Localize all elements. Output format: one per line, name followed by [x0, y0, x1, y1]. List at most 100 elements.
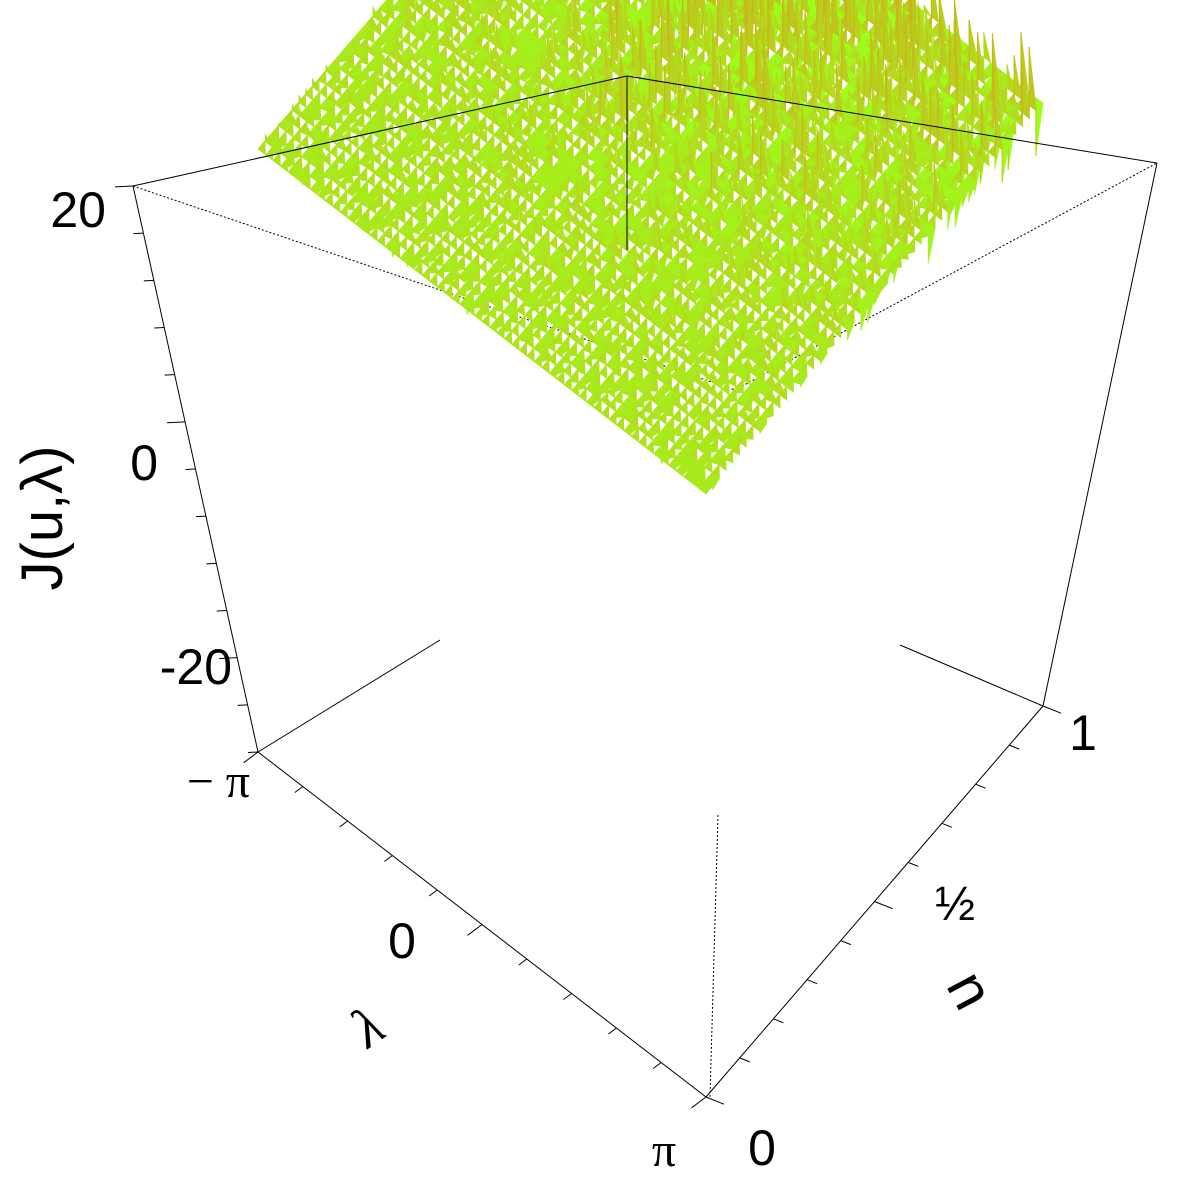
- z-axis-tick: [143, 279, 154, 282]
- lambda-axis-tick: [243, 751, 259, 764]
- u-axis-tick: [908, 861, 919, 867]
- z-tick-label-mid: 0: [130, 435, 158, 491]
- surface-patch: [615, 413, 631, 432]
- lambda-tick-label-min: − π: [187, 755, 250, 808]
- z-tick-label-bottom: -20: [160, 639, 232, 695]
- u-axis-tick: [705, 1096, 725, 1105]
- surface-patch: [548, 364, 564, 380]
- box-edge-bottom-left-back: [257, 639, 441, 753]
- surface-patch: [466, 301, 483, 317]
- surface-patch: [317, 186, 333, 202]
- z-axis-tick: [247, 751, 259, 753]
- lambda-axis-tick: [608, 1027, 617, 1035]
- z-axis-tick: [195, 515, 206, 518]
- surface-patch: [920, 221, 936, 264]
- surface-patch: [347, 209, 363, 225]
- z-axis-tick: [219, 657, 238, 660]
- box-back-edge-vertical-front: [709, 814, 719, 1098]
- surface-patch: [518, 335, 534, 357]
- surface-patch: [474, 307, 490, 323]
- z-axis-tick: [237, 704, 248, 706]
- surface-patch: [511, 336, 527, 351]
- surface-patch: [421, 267, 438, 282]
- surface-patch: [369, 225, 385, 242]
- surface-patch: [406, 255, 422, 271]
- u-axis-tick: [806, 979, 818, 985]
- surface-patch: [377, 232, 392, 248]
- surface-patch: [623, 422, 639, 438]
- u-axis: 0 ½ 1 u: [748, 705, 1097, 1176]
- u-axis-tick: [1009, 744, 1020, 750]
- z-axis-tick: [216, 610, 227, 612]
- u-axis-tick: [739, 1057, 750, 1063]
- surface-patch: [563, 376, 580, 392]
- u-tick-label-zero: 0: [748, 1120, 776, 1176]
- u-axis-tick: [941, 822, 953, 828]
- z-tick-label-top: 20: [50, 182, 106, 238]
- u-axis-tick: [975, 783, 986, 789]
- lambda-axis-tick: [384, 855, 393, 862]
- surface-patch: [302, 175, 318, 190]
- surface-patch: [414, 258, 430, 277]
- z-axis-tick: [185, 468, 196, 470]
- u-axis-label: u: [927, 965, 1000, 1024]
- surface-patch: [660, 451, 677, 466]
- z-axis-tick: [154, 327, 165, 329]
- surface-patch: [608, 410, 624, 426]
- surface-patch: [526, 346, 542, 363]
- lambda-tick-label-max: π: [652, 1124, 676, 1177]
- box-edge-top-back-left: [132, 75, 628, 187]
- surface-patch: [257, 133, 273, 156]
- surface-patch: [503, 329, 519, 346]
- surface-patch: [698, 479, 714, 495]
- z-axis-tick: [114, 185, 134, 188]
- lambda-axis-tick: [691, 1096, 707, 1109]
- surface-patch: [638, 427, 654, 449]
- lambda-axis-label: λ: [338, 995, 395, 1061]
- surface-patch: [339, 203, 356, 219]
- surface-patch: [489, 318, 505, 334]
- surface-patch: [675, 462, 691, 478]
- surface-patch: [630, 426, 646, 443]
- surface-patch: [362, 221, 378, 236]
- u-tick-label-one: 1: [1069, 705, 1097, 761]
- surface-patch: [436, 278, 452, 294]
- lambda-axis-tick: [428, 889, 438, 897]
- surface-patch: [444, 278, 460, 300]
- surface-patch: [324, 189, 340, 208]
- surface-patch: [541, 352, 557, 374]
- lambda-axis-tick: [518, 958, 528, 966]
- z-axis-tick: [164, 374, 175, 376]
- lambda-axis-tick: [294, 786, 304, 793]
- box-edge-right-vertical: [1042, 162, 1158, 707]
- lambda-axis-tick: [652, 1062, 662, 1069]
- surface-patch: [265, 146, 281, 162]
- surface-patch: [451, 290, 467, 305]
- surface-patch: [645, 439, 662, 455]
- lambda-axis-tick: [467, 924, 483, 936]
- surface-mesh: [257, 0, 1044, 495]
- surface-patch: [571, 382, 587, 397]
- box-edge-top-back-right: [626, 75, 1158, 164]
- surface-patch: [481, 313, 497, 328]
- surface-patch: [391, 240, 407, 259]
- surface-patch: [601, 397, 616, 420]
- z-axis-label: J(u,λ): [10, 446, 75, 591]
- surface-patch: [586, 393, 602, 409]
- surface-patch: [556, 367, 572, 386]
- surface-patch: [332, 198, 348, 213]
- z-axis: 20 0 -20 J(u,λ): [10, 182, 232, 695]
- surface-patch: [578, 386, 594, 403]
- surface-patch: [593, 397, 609, 415]
- u-axis-tick: [1042, 705, 1062, 714]
- u-tick-label-half: ½: [935, 878, 975, 931]
- lambda-axis: − π 0 π λ: [187, 755, 676, 1177]
- surface-patch: [279, 157, 296, 173]
- lambda-tick-label-zero: 0: [388, 913, 416, 969]
- u-axis-tick: [773, 1018, 784, 1024]
- u-axis-tick: [874, 901, 893, 910]
- z-axis-tick: [167, 421, 186, 424]
- surface-patch: [668, 456, 684, 472]
- surface-patch: [496, 324, 512, 340]
